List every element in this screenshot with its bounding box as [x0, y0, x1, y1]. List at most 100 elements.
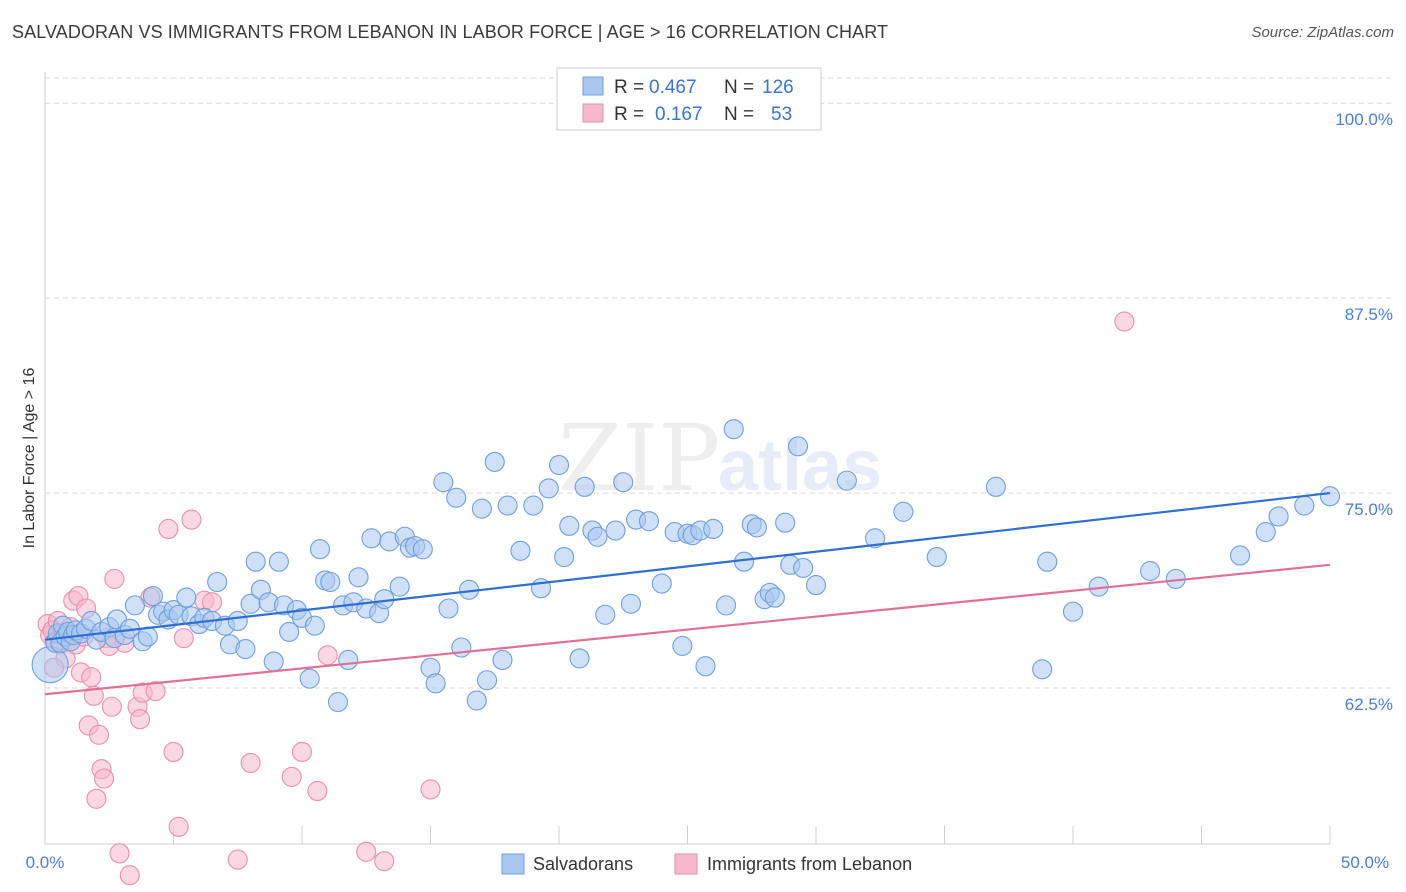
- salvadorans-point: [538, 478, 559, 499]
- y-axis-label: In Labor Force | Age > 16: [21, 368, 38, 549]
- salvadorans-point: [1037, 551, 1058, 572]
- salvadorans-point: [805, 575, 827, 596]
- salvadorans-point: [672, 635, 693, 656]
- lebanon-point: [145, 681, 166, 702]
- lebanon-point: [317, 645, 338, 666]
- salvadorans-point: [703, 518, 724, 540]
- legend-r-label-2: R =: [614, 104, 644, 125]
- x-minor-ticks: [44, 826, 1331, 844]
- lebanon-point: [307, 780, 328, 802]
- salvadorans-point: [348, 567, 369, 588]
- legend-swatch-blue: [582, 76, 604, 96]
- lebanon-point: [104, 568, 125, 589]
- salvadorans-point: [510, 540, 531, 561]
- legend-r-label-1: R =: [614, 77, 644, 98]
- lebanon-point: [83, 685, 104, 706]
- salvadorans-point: [227, 610, 248, 632]
- series-lebanon-points: [37, 311, 1135, 886]
- legend-n-label-2: N =: [724, 104, 754, 125]
- lebanon-point: [168, 816, 189, 837]
- salvadorans-point: [492, 649, 513, 671]
- salvadorans-point: [605, 520, 626, 541]
- salvadorans-point: [613, 472, 634, 493]
- salvadorans-point: [279, 621, 300, 642]
- salvadorans-point: [263, 651, 284, 672]
- salvadorans-point: [268, 551, 289, 572]
- legend-r-value-2: 0.167: [655, 104, 703, 125]
- salvadorans-point: [787, 436, 809, 457]
- salvadorans-point: [1255, 522, 1276, 543]
- salvadorans-point: [651, 573, 672, 594]
- lebanon-point: [119, 865, 140, 886]
- x-tick-label-min: 0.0%: [26, 853, 65, 872]
- chart-source: Source: ZipAtlas.com: [1251, 24, 1394, 41]
- salvadorans-point: [438, 598, 459, 619]
- y-tick-label: 75.0%: [1345, 500, 1393, 519]
- legend-n-value-1: 126: [762, 77, 794, 98]
- salvadorans-point: [1319, 486, 1341, 507]
- lebanon-point: [130, 709, 151, 730]
- legend-r-value-1: 0.467: [649, 77, 697, 98]
- salvadorans-point: [451, 637, 472, 658]
- lebanon-point: [173, 628, 194, 649]
- salvadorans-point: [893, 501, 914, 522]
- salvadorans-point: [836, 470, 857, 491]
- salvadorans-point: [471, 498, 492, 519]
- salvadorans-point: [764, 587, 785, 608]
- salvadorans-point: [176, 587, 197, 608]
- salvadorans-point: [466, 690, 487, 711]
- salvadorans-point: [865, 528, 886, 549]
- lebanon-point: [240, 752, 261, 773]
- lebanon-point: [81, 667, 102, 688]
- lebanon-point: [109, 843, 130, 864]
- salvadorans-point: [775, 512, 796, 533]
- salvadorans-point: [985, 476, 1006, 497]
- salvadorans-point: [320, 571, 341, 593]
- y-tick-label: 87.5%: [1345, 305, 1393, 324]
- lebanon-point: [281, 766, 302, 787]
- salvadorans-point: [299, 668, 320, 689]
- salvadorans-point: [433, 472, 454, 493]
- legend-swatch-pink: [582, 103, 604, 123]
- salvadorans-point: [1062, 601, 1084, 622]
- salvadorans-point: [124, 595, 145, 616]
- y-tick-label: 100.0%: [1335, 110, 1393, 129]
- salvadorans-point: [309, 539, 331, 560]
- salvadorans-point: [620, 593, 642, 614]
- salvadorans-point: [412, 539, 433, 560]
- trend-line-lebanon: [44, 563, 1331, 696]
- lebanon-point: [94, 768, 115, 789]
- bottom-legend-swatch-salvadorans: [501, 853, 525, 875]
- salvadorans-point: [569, 648, 590, 669]
- salvadorans-point: [304, 615, 325, 636]
- watermark: ZIP atlas: [558, 405, 882, 512]
- stats-legend: R = 0.467 N = 126 R = 0.167 N = 53: [556, 67, 822, 131]
- salvadorans-point: [554, 546, 575, 568]
- salvadorans-point: [559, 515, 580, 536]
- x-tick-label-max: 50.0%: [1341, 853, 1389, 872]
- lebanon-point: [356, 841, 377, 862]
- lebanon-point: [420, 779, 441, 800]
- salvadorans-point: [476, 670, 498, 691]
- legend-n-value-2: 53: [771, 104, 792, 125]
- trend-line-salvadorans: [44, 491, 1331, 641]
- y-tick-labels: 62.5% 75.0% 87.5% 100.0%: [1335, 110, 1393, 714]
- salvadorans-point: [137, 626, 158, 647]
- lebanon-point: [101, 696, 122, 717]
- y-tick-label: 62.5%: [1345, 695, 1393, 714]
- salvadorans-point: [1032, 659, 1053, 680]
- lebanon-point: [86, 788, 107, 809]
- salvadorans-point: [1294, 495, 1315, 516]
- salvadorans-point: [389, 576, 410, 597]
- lebanon-point: [291, 741, 313, 763]
- chart-title: SALVADORAN VS IMMIGRANTS FROM LEBANON IN…: [12, 22, 889, 42]
- salvadorans-point: [695, 656, 716, 677]
- salvadorans-point: [484, 451, 505, 472]
- salvadorans-point: [793, 557, 814, 579]
- salvadorans-point: [497, 495, 518, 516]
- salvadorans-point: [723, 419, 744, 440]
- lebanon-point: [181, 509, 202, 530]
- salvadorans-point: [235, 639, 256, 660]
- salvadorans-point: [715, 595, 737, 616]
- salvadorans-point: [425, 673, 446, 694]
